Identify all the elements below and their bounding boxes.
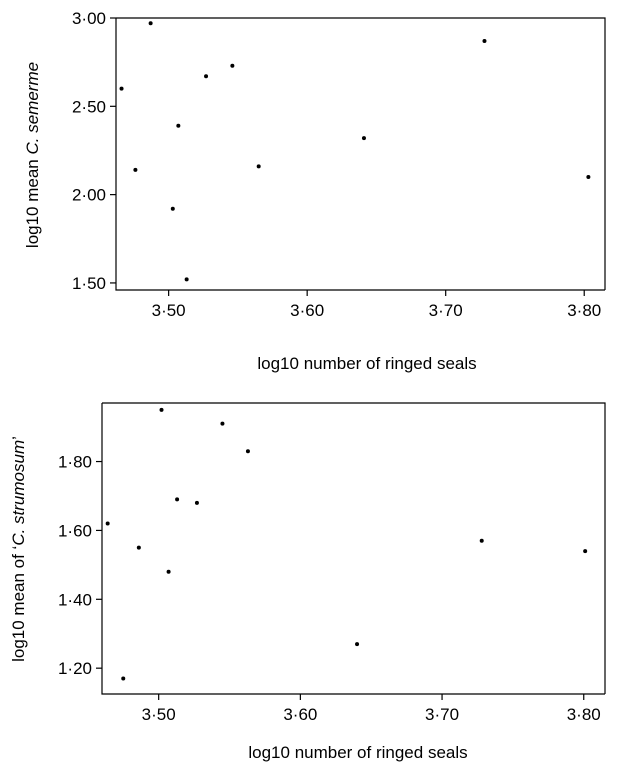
data-point xyxy=(119,86,124,91)
x-axis-title: log10 number of ringed seals xyxy=(257,354,476,373)
y-tick-label: 1·80 xyxy=(58,453,92,472)
y-tick-label: 1·60 xyxy=(58,521,92,540)
y-tick-label: 1·20 xyxy=(58,659,92,678)
y-tick-label: 1·40 xyxy=(58,590,92,609)
data-points xyxy=(105,407,588,681)
data-point xyxy=(230,63,235,68)
x-tick-label: 3·60 xyxy=(290,301,324,320)
data-point xyxy=(256,164,261,169)
plot-frame-bottom xyxy=(101,402,606,695)
data-point xyxy=(204,74,209,79)
data-point xyxy=(121,676,126,681)
x-tick-label: 3·50 xyxy=(142,705,176,724)
x-tick-label: 3·60 xyxy=(283,705,317,724)
data-point xyxy=(245,449,250,454)
data-point xyxy=(361,136,366,141)
data-point xyxy=(194,500,199,505)
data-point xyxy=(184,277,189,282)
data-point xyxy=(148,21,153,26)
data-point xyxy=(220,421,225,426)
data-point xyxy=(355,642,360,647)
y-tick-label: 2·50 xyxy=(72,97,106,116)
data-point xyxy=(105,521,110,526)
chart-semerme: 3·50 3·60 3·70 3·80 1·50 2·00 2·50 3·00 log10 … xyxy=(23,9,606,373)
x-tick-label: 3·70 xyxy=(429,301,463,320)
x-tick-label: 3·50 xyxy=(152,301,186,320)
y-axis-title: log10 mean C. semerme xyxy=(23,62,42,248)
data-point xyxy=(479,538,484,543)
y-tick-label: 3·00 xyxy=(72,9,106,28)
data-point xyxy=(136,545,141,550)
x-tick-label: 3·80 xyxy=(567,301,601,320)
data-point xyxy=(583,549,588,554)
data-point xyxy=(586,174,591,179)
data-point xyxy=(175,497,180,502)
x-tick-label: 3·80 xyxy=(567,705,601,724)
data-point xyxy=(482,38,487,43)
y-axis-title-prefix: log10 mean of ‘ xyxy=(9,546,28,662)
y-axis-title-species: C. semerme xyxy=(23,62,42,155)
y-axis-title-prefix: log10 mean xyxy=(23,155,42,249)
y-axis-title: log10 mean of ‘C. strumosum’ xyxy=(9,436,28,662)
x-ticks: 3·50 3·60 3·70 3·80 xyxy=(152,290,601,320)
chart-strumosum: 3·50 3·60 3·70 3·80 1·20 1·40 1·60 1·80 log10 … xyxy=(9,402,606,762)
y-axis-title-species: C. strumosum xyxy=(9,440,28,546)
y-ticks: 1·50 2·00 2·50 3·00 xyxy=(72,9,116,293)
data-point xyxy=(159,407,164,412)
plot-frame-top xyxy=(115,17,606,291)
data-point xyxy=(166,569,171,574)
x-axis-title: log10 number of ringed seals xyxy=(248,743,467,762)
y-ticks: 1·20 1·40 1·60 1·80 xyxy=(58,453,102,678)
data-point xyxy=(176,123,181,128)
y-tick-label: 1·50 xyxy=(72,274,106,293)
data-point xyxy=(133,167,138,172)
data-point xyxy=(170,206,175,211)
data-points xyxy=(119,21,591,282)
x-tick-label: 3·70 xyxy=(425,705,459,724)
x-ticks: 3·50 3·60 3·70 3·80 xyxy=(142,694,601,724)
y-tick-label: 2·00 xyxy=(72,186,106,205)
y-axis-title-suffix: ’ xyxy=(9,436,28,440)
